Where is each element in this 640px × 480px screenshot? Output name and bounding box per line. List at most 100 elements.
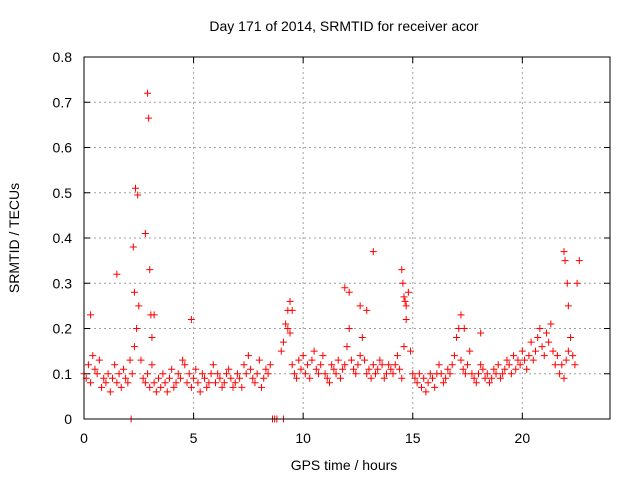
data-point xyxy=(556,370,564,378)
data-point xyxy=(418,383,426,391)
data-point xyxy=(428,374,436,382)
data-point xyxy=(435,361,443,369)
data-point xyxy=(126,356,134,364)
data-point xyxy=(378,361,386,369)
data-point xyxy=(534,334,542,342)
data-point xyxy=(371,370,379,378)
data-point xyxy=(571,361,579,369)
data-point xyxy=(396,365,404,373)
data-point xyxy=(347,356,355,364)
data-point xyxy=(468,370,476,378)
y-tick-label: 0.4 xyxy=(53,230,73,246)
y-tick-label: 0.5 xyxy=(53,185,73,201)
data-point xyxy=(148,334,156,342)
data-point xyxy=(512,365,520,373)
data-point xyxy=(179,356,187,364)
data-point xyxy=(187,383,195,391)
y-tick-label: 0.2 xyxy=(53,321,73,337)
data-point xyxy=(325,379,333,387)
data-point xyxy=(369,361,377,369)
data-point xyxy=(361,356,369,364)
data-point xyxy=(130,343,138,351)
data-point xyxy=(144,89,152,97)
data-point xyxy=(415,370,423,378)
data-point xyxy=(459,365,467,373)
data-point xyxy=(108,374,116,382)
data-point xyxy=(538,343,546,351)
data-point xyxy=(382,370,390,378)
data-point xyxy=(319,352,327,360)
data-point xyxy=(113,379,121,387)
data-point xyxy=(255,356,263,364)
data-point xyxy=(525,352,533,360)
data-point xyxy=(266,361,274,369)
data-point xyxy=(481,374,489,382)
data-point xyxy=(339,365,347,373)
data-point xyxy=(288,361,296,369)
data-point xyxy=(341,284,349,292)
data-point xyxy=(374,365,382,373)
data-point xyxy=(122,374,130,382)
data-point xyxy=(304,361,312,369)
data-point xyxy=(448,361,456,369)
data-point xyxy=(399,279,407,287)
data-point xyxy=(466,347,474,355)
data-point xyxy=(389,370,397,378)
data-point xyxy=(98,383,106,391)
data-point xyxy=(218,383,226,391)
data-point xyxy=(231,379,239,387)
data-point xyxy=(229,383,237,391)
data-point xyxy=(104,370,112,378)
data-point xyxy=(198,370,206,378)
data-point xyxy=(117,383,125,391)
data-point xyxy=(106,388,114,396)
data-point xyxy=(483,370,491,378)
data-point xyxy=(207,370,215,378)
y-tick-label: 0.1 xyxy=(53,366,73,382)
data-point xyxy=(240,361,248,369)
data-point xyxy=(560,374,568,382)
data-point xyxy=(540,352,548,360)
data-point xyxy=(100,374,108,382)
data-point xyxy=(137,356,145,364)
data-point xyxy=(332,370,340,378)
data-point xyxy=(238,383,246,391)
data-point xyxy=(233,370,241,378)
data-point xyxy=(192,365,200,373)
data-point xyxy=(330,365,338,373)
data-point xyxy=(129,243,137,251)
data-point xyxy=(308,356,316,364)
data-point xyxy=(130,288,138,296)
data-point xyxy=(531,347,539,355)
data-point xyxy=(479,365,487,373)
data-point xyxy=(567,334,575,342)
data-point xyxy=(402,315,410,323)
data-point xyxy=(148,361,156,369)
data-point xyxy=(124,379,132,387)
data-point xyxy=(87,379,95,387)
data-point xyxy=(128,370,136,378)
data-point xyxy=(152,388,160,396)
data-point xyxy=(317,361,325,369)
data-point xyxy=(387,365,395,373)
data-point xyxy=(264,370,272,378)
data-point xyxy=(93,370,101,378)
data-point xyxy=(328,361,336,369)
data-point xyxy=(203,383,211,391)
data-point xyxy=(172,379,180,387)
x-tick-label: 15 xyxy=(405,430,421,446)
data-point xyxy=(87,311,95,319)
data-point xyxy=(216,374,224,382)
data-point xyxy=(165,374,173,382)
data-point xyxy=(413,379,421,387)
data-point xyxy=(133,325,141,332)
data-point xyxy=(251,379,259,387)
data-point xyxy=(490,365,498,373)
data-point xyxy=(494,361,502,369)
data-point xyxy=(564,347,572,355)
data-point xyxy=(551,361,559,369)
data-point xyxy=(420,374,428,382)
data-point xyxy=(295,356,303,364)
data-point xyxy=(141,229,149,237)
